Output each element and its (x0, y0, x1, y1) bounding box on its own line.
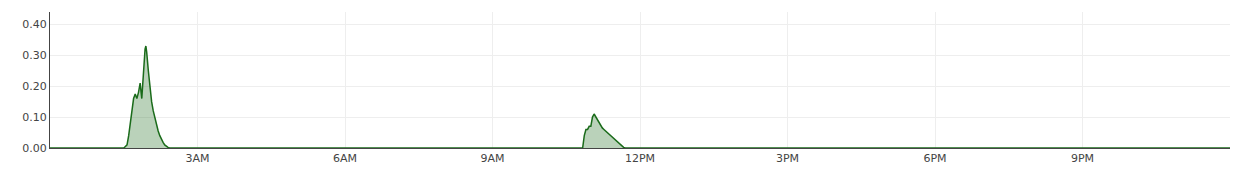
svg-text:0.10: 0.10 (22, 111, 47, 124)
svg-text:3AM: 3AM (185, 152, 209, 165)
svg-text:0.00: 0.00 (22, 142, 47, 155)
svg-text:3PM: 3PM (776, 152, 799, 165)
svg-text:6PM: 6PM (923, 152, 946, 165)
svg-text:0.20: 0.20 (22, 80, 47, 93)
svg-text:9AM: 9AM (480, 152, 504, 165)
svg-text:6AM: 6AM (333, 152, 357, 165)
svg-text:0.40: 0.40 (22, 18, 47, 31)
svg-text:12PM: 12PM (625, 152, 655, 165)
svg-text:9PM: 9PM (1071, 152, 1094, 165)
svg-text:0.30: 0.30 (22, 49, 47, 62)
